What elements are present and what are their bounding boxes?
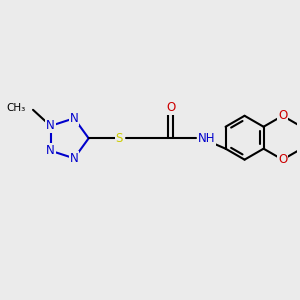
Text: O: O (278, 153, 287, 166)
Text: CH₃: CH₃ (6, 103, 26, 113)
Text: S: S (116, 132, 123, 145)
Text: O: O (166, 101, 175, 114)
Text: N: N (70, 112, 79, 125)
Text: N: N (46, 119, 55, 132)
Text: NH: NH (198, 132, 215, 145)
Text: O: O (278, 109, 287, 122)
Text: N: N (46, 144, 55, 157)
Text: N: N (70, 152, 79, 165)
